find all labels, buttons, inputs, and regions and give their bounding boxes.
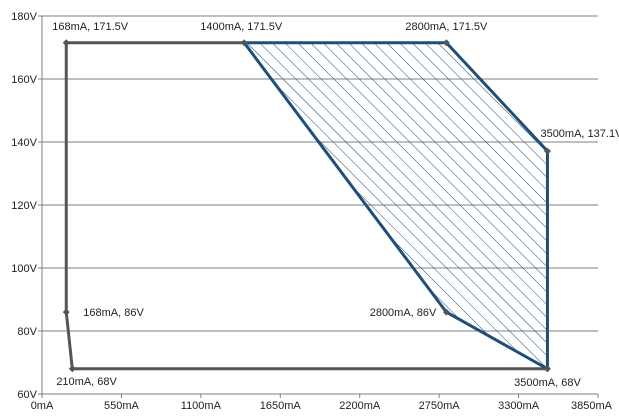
data-point-marker — [442, 39, 450, 47]
hatched-region-layer — [241, 41, 549, 372]
hatched-region — [241, 41, 549, 372]
data-point-label: 3500mA, 68V — [514, 377, 581, 389]
data-point-label: 210mA, 68V — [56, 376, 117, 388]
point-labels: 168mA, 171.5V 1400mA, 171.5V 2800mA, 171.5… — [52, 21, 619, 389]
data-point-label: 2800mA, 171.5V — [405, 21, 488, 33]
data-point-label: 168mA, 171.5V — [52, 21, 128, 33]
data-point-marker — [62, 308, 70, 316]
data-point-marker — [62, 39, 70, 47]
x-tick-label: 3300mA — [498, 400, 540, 412]
y-tick-label: 160V — [11, 74, 37, 86]
x-tick-label: 550mA — [104, 400, 140, 412]
data-point-marker — [68, 365, 76, 373]
y-tick-label: 120V — [11, 200, 37, 212]
data-point-marker — [240, 39, 248, 47]
data-point-marker — [543, 147, 551, 155]
boundary-line-layer — [64, 41, 549, 371]
axes: 60V 80V 100V 120V 140V 160V 180V 0mA 550mA 1100mA… — [11, 11, 612, 412]
x-tick-label: 1100mA — [181, 400, 222, 412]
x-tick-label: 3850mA — [571, 400, 613, 412]
x-tick-label: 1650mA — [260, 400, 302, 412]
y-tick-label: 80V — [17, 326, 37, 338]
y-tick-label: 140V — [11, 137, 37, 149]
data-point-label: 2800mA, 86V — [370, 307, 437, 319]
data-point-marker — [442, 308, 450, 316]
data-point-label: 1400mA, 171.5V — [200, 21, 283, 33]
y-tick-label: 180V — [11, 11, 37, 23]
y-tick-label: 60V — [17, 389, 37, 401]
x-tick-label: 2750mA — [419, 400, 461, 412]
data-point-marker — [543, 365, 551, 373]
data-point-label: 3500mA, 137.1V — [540, 128, 619, 140]
x-tick-label: 0mA — [31, 400, 54, 412]
x-tick-label: 2200mA — [339, 400, 381, 412]
boundary-segment — [64, 310, 74, 371]
data-point-label: 168mA, 86V — [83, 307, 144, 319]
markers — [62, 39, 551, 373]
y-tick-label: 100V — [11, 263, 37, 275]
